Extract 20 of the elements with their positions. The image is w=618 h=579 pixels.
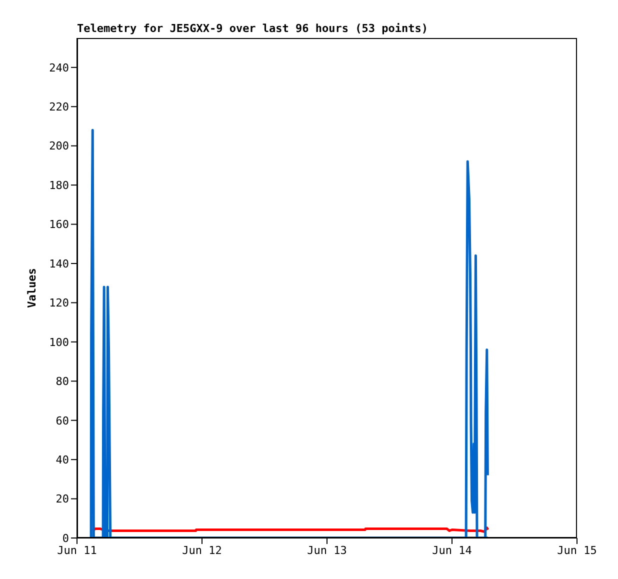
- y-tick-label: 80: [56, 375, 69, 388]
- x-tick-label: Jun 11: [57, 544, 97, 557]
- x-tick-label: Jun 13: [307, 544, 347, 557]
- y-tick-label: 160: [49, 218, 69, 232]
- y-tick-label: 0: [62, 532, 69, 545]
- y-tick-label: 100: [49, 336, 69, 349]
- y-tick-label: 20: [56, 492, 69, 506]
- chart-title: Telemetry for JE5GXX-9 over last 96 hours (53 points): [77, 22, 428, 35]
- y-tick-label: 140: [49, 257, 69, 270]
- x-tick-label: Jun 12: [182, 544, 222, 557]
- y-tick-label: 60: [56, 414, 69, 428]
- x-tick-label: Jun 14: [432, 544, 472, 557]
- y-tick-label: 120: [49, 296, 69, 310]
- y-tick-label: 240: [49, 61, 69, 74]
- x-tick-label: Jun 15: [557, 544, 597, 557]
- y-tick-label: 220: [49, 100, 69, 114]
- y-tick-label: 180: [49, 178, 69, 192]
- y-axis-title: Values: [26, 268, 38, 308]
- y-tick-label: 40: [56, 453, 69, 466]
- y-tick-label: 200: [49, 140, 69, 153]
